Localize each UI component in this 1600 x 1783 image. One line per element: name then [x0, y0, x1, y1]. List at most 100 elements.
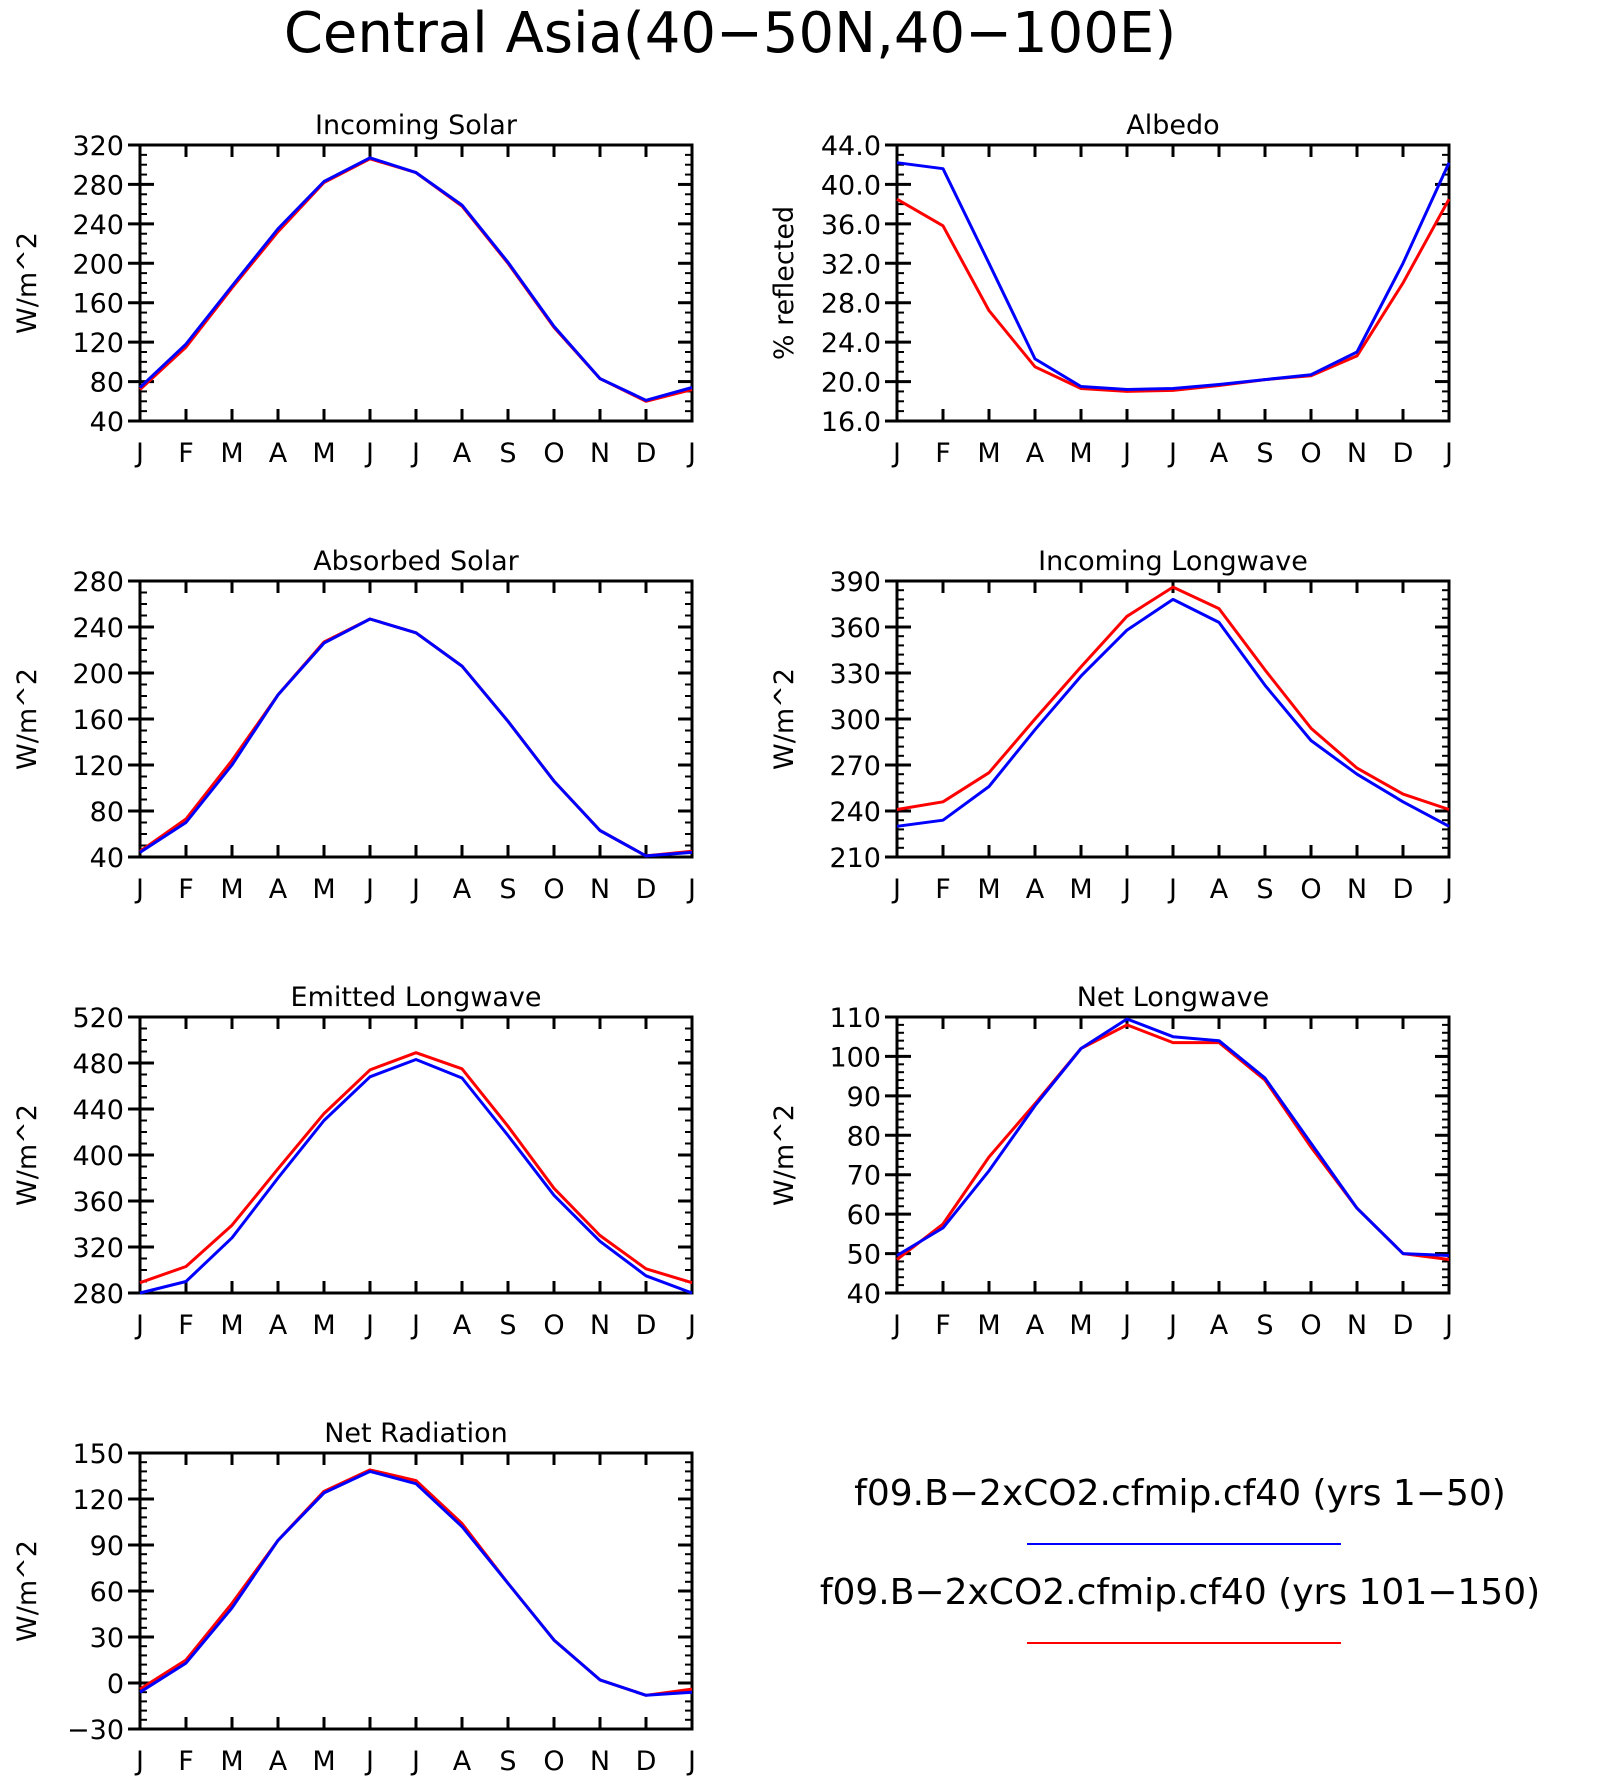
x-tick-label: M — [977, 874, 1000, 905]
y-tick-label: 240 — [72, 210, 124, 241]
x-tick-label: M — [977, 438, 1000, 469]
x-tick-label: S — [1256, 438, 1273, 469]
plot-frame — [138, 143, 694, 423]
series-line-2 — [896, 1017, 1450, 1257]
y-tick-label: 240 — [829, 797, 881, 828]
plot-frame — [138, 1451, 694, 1731]
y-tick-label: 120 — [72, 1485, 124, 1516]
x-tick-label: S — [499, 874, 516, 905]
y-axis-label: W/m^2 — [769, 1104, 800, 1206]
y-tick-label: 480 — [72, 1049, 124, 1080]
y-tick-label: 280 — [72, 170, 124, 201]
series-line-2 — [139, 1469, 693, 1697]
x-tick-label: J — [134, 1310, 144, 1341]
x-tick-label: J — [686, 438, 696, 469]
y-tick-label: 80 — [847, 1121, 881, 1152]
x-tick-label: J — [891, 1310, 901, 1341]
x-tick-label: A — [269, 874, 288, 905]
x-tick-label: F — [935, 1310, 951, 1341]
y-axis-label: W/m^2 — [12, 1104, 43, 1206]
x-tick-label: F — [178, 438, 194, 469]
x-tick-label: D — [1393, 438, 1414, 469]
x-tick-label: J — [410, 438, 420, 469]
x-tick-label: O — [543, 438, 564, 469]
series-line-2 — [139, 617, 693, 858]
x-tick-label: S — [1256, 874, 1273, 905]
x-tick-label: M — [977, 1310, 1000, 1341]
x-tick-label: J — [1167, 874, 1177, 905]
y-tick-label: 40.0 — [821, 170, 881, 201]
x-tick-label: N — [1347, 438, 1367, 469]
x-tick-label: M — [1069, 1310, 1092, 1341]
panel-title: Incoming Solar — [315, 110, 518, 141]
x-tick-label: J — [891, 438, 901, 469]
y-tick-label: 40 — [847, 1279, 881, 1310]
x-tick-label: J — [1443, 438, 1453, 469]
y-tick-label: 40 — [90, 407, 124, 438]
x-tick-label: M — [312, 1746, 335, 1777]
y-tick-label: 360 — [829, 613, 881, 644]
y-tick-label: 90 — [847, 1082, 881, 1113]
y-tick-label: 270 — [829, 751, 881, 782]
series-line-1 — [139, 617, 693, 858]
x-tick-label: J — [364, 874, 374, 905]
x-tick-label: J — [1121, 1310, 1131, 1341]
plot-frame — [895, 579, 1451, 859]
y-tick-label: 40 — [90, 843, 124, 874]
y-tick-label: 300 — [829, 705, 881, 736]
y-tick-label: 32.0 — [821, 249, 881, 280]
y-tick-label: 0 — [107, 1669, 124, 1700]
x-tick-label: D — [636, 1310, 657, 1341]
y-tick-label: 360 — [72, 1187, 124, 1218]
x-tick-label: A — [1026, 438, 1045, 469]
y-tick-label: 60 — [847, 1200, 881, 1231]
y-axis-label: W/m^2 — [12, 1540, 43, 1642]
y-tick-label: 330 — [829, 659, 881, 690]
series-line-1 — [139, 1051, 693, 1285]
y-tick-label: 100 — [829, 1042, 881, 1073]
x-tick-label: J — [364, 438, 374, 469]
series-line-2 — [139, 1058, 693, 1295]
x-tick-label: M — [220, 874, 243, 905]
x-tick-label: M — [1069, 874, 1092, 905]
x-tick-label: F — [178, 874, 194, 905]
x-tick-label: O — [1300, 438, 1321, 469]
y-tick-label: 24.0 — [821, 328, 881, 359]
x-tick-label: J — [134, 1746, 144, 1777]
y-tick-label: 280 — [72, 1279, 124, 1310]
x-tick-label: O — [543, 1746, 564, 1777]
y-tick-label: 320 — [72, 1233, 124, 1264]
x-tick-label: A — [269, 1746, 288, 1777]
x-tick-label: J — [134, 438, 144, 469]
y-tick-label: 120 — [72, 328, 124, 359]
x-tick-label: F — [178, 1746, 194, 1777]
panel-title: Emitted Longwave — [291, 982, 542, 1013]
x-tick-label: M — [312, 1310, 335, 1341]
x-tick-label: A — [453, 438, 472, 469]
y-tick-label: 120 — [72, 751, 124, 782]
y-axis-label: W/m^2 — [12, 232, 43, 334]
series-line-1 — [138, 157, 693, 403]
y-tick-label: 20.0 — [821, 368, 881, 399]
x-tick-label: N — [1347, 874, 1367, 905]
y-tick-label: 390 — [829, 567, 881, 598]
y-axis-label: W/m^2 — [769, 668, 800, 770]
y-tick-label: 50 — [847, 1240, 881, 1271]
y-tick-label: 160 — [72, 705, 124, 736]
x-tick-label: A — [1026, 1310, 1045, 1341]
x-tick-label: D — [636, 438, 657, 469]
y-tick-label: 44.0 — [821, 131, 881, 162]
x-tick-label: M — [1069, 438, 1092, 469]
x-tick-label: J — [686, 1310, 696, 1341]
x-tick-label: J — [1167, 438, 1177, 469]
y-tick-label: 80 — [90, 797, 124, 828]
plot-frame — [138, 579, 694, 859]
x-tick-label: M — [220, 438, 243, 469]
x-tick-label: A — [1026, 874, 1045, 905]
plot-frame — [895, 1015, 1451, 1295]
x-tick-label: M — [220, 1746, 243, 1777]
y-tick-label: 320 — [72, 131, 124, 162]
